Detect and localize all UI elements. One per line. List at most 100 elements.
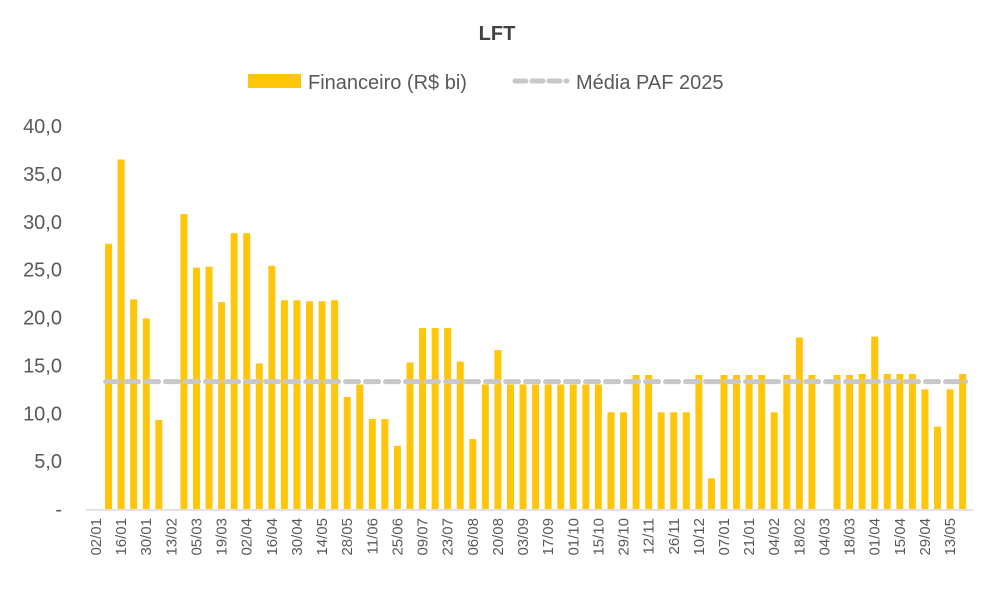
x-tick-label: 10/12: [691, 518, 708, 556]
x-axis: 02/01 16/01 30/01 13/02 05/03 19/03 02/04 16/04…: [88, 518, 959, 556]
x-tick-label: 18/03: [842, 518, 859, 556]
chart-title: LFT: [479, 23, 516, 45]
bar: [494, 350, 502, 509]
x-tick-label: 23/07: [440, 518, 457, 556]
bar: [682, 412, 690, 509]
bar: [896, 373, 904, 509]
x-tick-label: 29/10: [616, 518, 633, 556]
x-tick-label: 01/10: [565, 518, 582, 556]
x-tick-label: 02/01: [88, 518, 105, 556]
bar: [594, 384, 602, 509]
bar: [544, 384, 552, 509]
bar: [419, 328, 427, 509]
x-tick-label: 28/05: [339, 518, 356, 556]
x-tick-label: 15/10: [590, 518, 607, 556]
x-tick-label: 04/03: [816, 518, 833, 556]
y-tick-label: 20,0: [23, 308, 62, 330]
x-tick-label: 29/04: [917, 518, 934, 556]
legend-swatch-financeiro: [248, 74, 301, 88]
x-tick-label: 18/02: [791, 518, 808, 556]
bar: [745, 374, 753, 509]
bar: [431, 328, 439, 509]
bar: [758, 374, 766, 509]
bar: [607, 412, 615, 509]
x-tick-label: 11/06: [364, 518, 381, 554]
bar: [117, 159, 125, 509]
legend-label-financeiro: Financeiro (R$ bi): [308, 72, 467, 94]
bar: [469, 439, 477, 509]
bar: [783, 374, 791, 509]
bar: [368, 418, 376, 509]
legend-label-media: Média PAF 2025: [576, 72, 724, 94]
bar: [456, 361, 464, 509]
bar: [808, 374, 816, 509]
bar: [921, 389, 929, 509]
bar: [582, 384, 590, 509]
bar: [833, 374, 841, 509]
bar: [557, 384, 565, 509]
bar: [192, 267, 200, 509]
bar: [155, 419, 163, 509]
x-tick-label: 14/05: [314, 518, 331, 556]
bar: [444, 328, 452, 509]
bar: [268, 265, 276, 509]
x-tick-label: 12/11: [641, 518, 658, 554]
x-tick-label: 04/02: [766, 518, 783, 556]
bar: [306, 301, 314, 509]
x-tick-label: 13/05: [942, 518, 959, 556]
bar: [632, 374, 640, 509]
y-tick-label: 40,0: [23, 116, 62, 138]
bar: [406, 362, 414, 509]
bar: [795, 337, 803, 509]
bar: [331, 300, 339, 509]
bar: [858, 373, 866, 509]
x-tick-label: 06/08: [465, 518, 482, 556]
x-tick-label: 07/01: [716, 518, 733, 556]
bar: [569, 384, 577, 509]
x-tick-label: 03/09: [515, 518, 532, 556]
bar: [871, 336, 879, 509]
x-tick-label: 13/02: [163, 518, 180, 556]
x-tick-label: 30/04: [289, 518, 306, 556]
bar: [770, 412, 778, 509]
x-tick-label: 02/04: [239, 518, 256, 556]
x-tick-label: 05/03: [188, 518, 205, 556]
bar: [883, 373, 891, 509]
bar: [142, 318, 150, 509]
bar: [105, 243, 113, 509]
y-tick-label: 25,0: [23, 260, 62, 282]
bar: [393, 445, 401, 509]
y-tick-label: 15,0: [23, 355, 62, 377]
bar: [695, 374, 703, 509]
bar: [519, 384, 527, 509]
bar: [381, 418, 389, 509]
bar: [707, 478, 715, 509]
x-tick-label: 15/04: [892, 518, 909, 556]
y-tick-label: 30,0: [23, 212, 62, 234]
bar: [959, 373, 967, 509]
x-tick-label: 21/01: [741, 518, 758, 556]
bar: [356, 384, 364, 509]
bar: [908, 373, 916, 509]
y-tick-label: 5,0: [34, 451, 62, 473]
bar: [230, 233, 238, 510]
x-tick-label: 25/06: [389, 518, 406, 556]
legend: Financeiro (R$ bi) Média PAF 2025: [248, 72, 724, 94]
x-tick-label: 16/04: [264, 518, 281, 556]
bar: [243, 233, 251, 510]
bar: [620, 412, 628, 509]
x-tick-label: 01/04: [867, 518, 884, 556]
y-tick-label: 10,0: [23, 403, 62, 425]
bar: [255, 363, 263, 509]
y-tick-label: 35,0: [23, 164, 62, 186]
x-tick-label: 09/07: [415, 518, 432, 556]
x-tick-label: 30/01: [138, 518, 155, 556]
bar: [180, 214, 188, 509]
bar: [293, 300, 301, 509]
x-tick-label: 20/08: [490, 518, 507, 556]
bar: [506, 384, 514, 509]
bar: [670, 412, 678, 509]
bar: [946, 389, 954, 509]
x-tick-label: 19/03: [214, 518, 231, 556]
